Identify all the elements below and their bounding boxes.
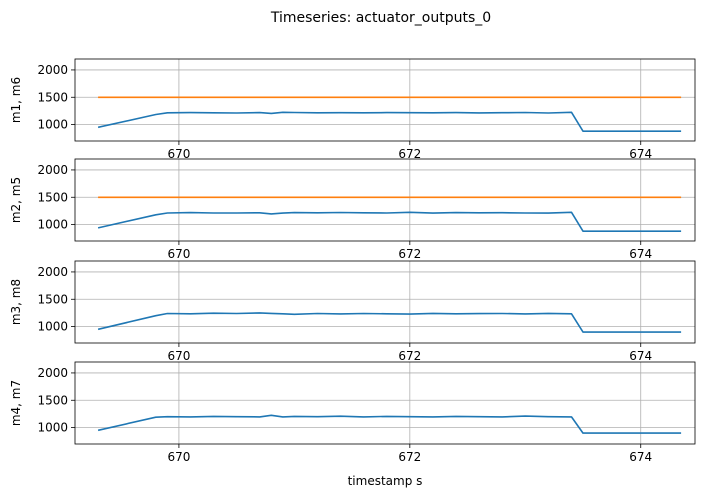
- y-tick-label: 1000: [37, 320, 68, 334]
- subplots: 670 672 674 1000 1500 2000 m1, m6 670 672 674 1000…: [9, 58, 696, 464]
- x-tick-label: 674: [629, 247, 652, 261]
- y-tick-label: 1000: [37, 421, 68, 435]
- plot-frame: [74, 361, 696, 445]
- y-tick-label: 1000: [37, 118, 68, 132]
- x-tick-label: 674: [629, 450, 652, 464]
- plot-frame: [74, 58, 696, 142]
- x-tick-label: 672: [398, 349, 421, 363]
- series-line-1: [97, 312, 682, 333]
- y-axis-label: m4, m7: [9, 380, 23, 426]
- y-axis-label: m3, m8: [9, 279, 23, 325]
- subplot-2: 670 672 674 1000 1500 2000 m2, m5: [9, 158, 696, 261]
- x-tick-label: 670: [167, 349, 190, 363]
- y-tick-label: 1000: [37, 218, 68, 232]
- y-tick-label: 2000: [37, 163, 68, 177]
- x-tick-label: 674: [629, 147, 652, 161]
- y-axis-label: m2, m5: [9, 177, 23, 223]
- y-tick-label: 1500: [37, 90, 68, 104]
- x-tick-label: 670: [167, 450, 190, 464]
- subplot-1: 670 672 674 1000 1500 2000 m1, m6: [9, 58, 696, 161]
- series-line-1: [97, 414, 682, 434]
- x-tick-label: 672: [398, 247, 421, 261]
- y-axis-label: m1, m6: [9, 77, 23, 123]
- plot-frame: [74, 260, 696, 344]
- subplot-3: 670 672 674 1000 1500 2000 m3, m8: [9, 260, 696, 363]
- y-tick-label: 2000: [37, 366, 68, 380]
- y-tick-label: 2000: [37, 265, 68, 279]
- y-tick-label: 1500: [37, 393, 68, 407]
- x-tick-label: 672: [398, 147, 421, 161]
- series-line-1: [97, 211, 682, 232]
- y-tick-label: 2000: [37, 63, 68, 77]
- x-tick-label: 672: [398, 450, 421, 464]
- y-tick-label: 1500: [37, 190, 68, 204]
- x-tick-label: 674: [629, 349, 652, 363]
- plot-frame: [74, 158, 696, 242]
- chart-title: Timeseries: actuator_outputs_0: [270, 10, 491, 26]
- y-tick-label: 1500: [37, 292, 68, 306]
- subplot-4: 670 672 674 1000 1500 2000 m4, m7: [9, 361, 696, 464]
- series-line-1: [97, 111, 682, 132]
- x-axis-label: timestamp s: [348, 474, 423, 488]
- x-tick-label: 670: [167, 247, 190, 261]
- x-tick-label: 670: [167, 147, 190, 161]
